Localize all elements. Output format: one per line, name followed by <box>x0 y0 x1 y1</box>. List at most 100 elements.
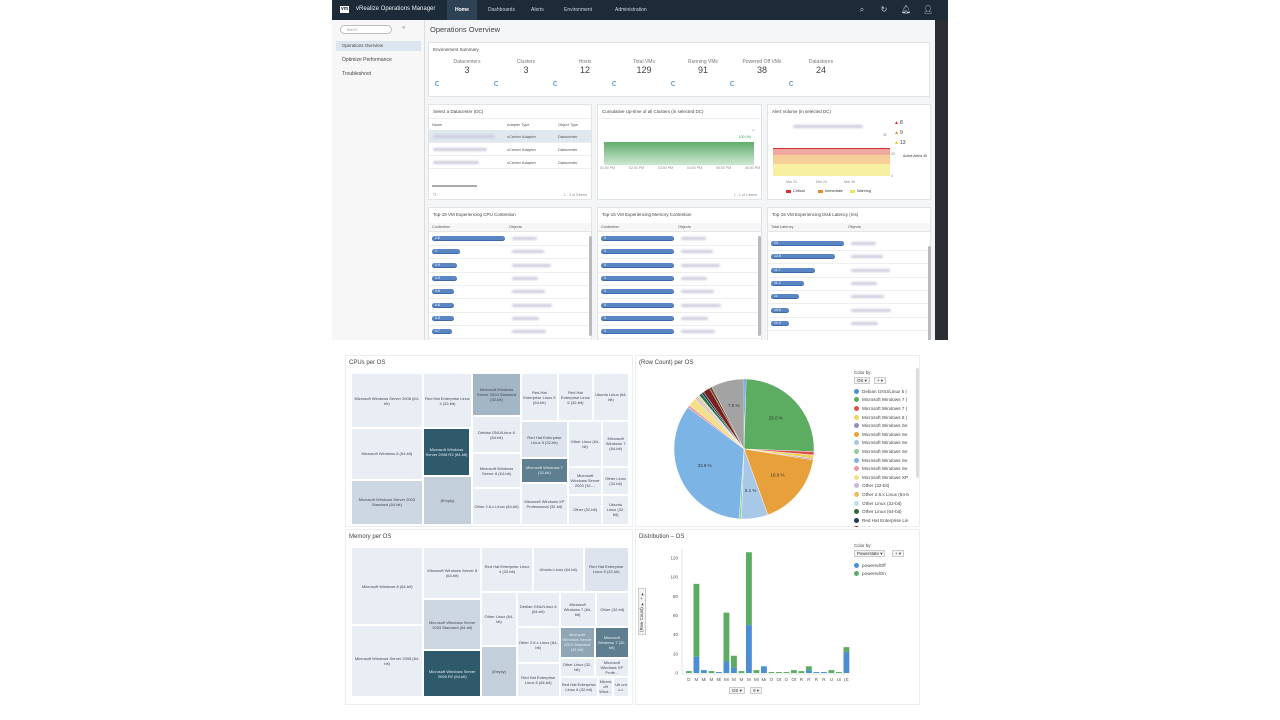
table-row[interactable]: vCenter Adapter Datacenter <box>429 143 591 156</box>
bar-poweredOn[interactable] <box>836 672 842 673</box>
back-select[interactable]: BACK <box>340 25 392 34</box>
bar-poweredOn[interactable] <box>731 655 737 668</box>
legend-item[interactable]: Microsoft Windows Se <box>854 464 914 473</box>
pie-slice[interactable] <box>711 378 745 450</box>
bar-poweredOn[interactable] <box>843 647 850 652</box>
table-row[interactable]: 11.2 <box>768 278 930 291</box>
sidebar-item-optimize-performance[interactable]: Optimize Performance <box>342 57 392 63</box>
bar-poweredOff[interactable] <box>813 672 820 673</box>
sidebar-item-troubleshoot[interactable]: Troubleshoot <box>342 71 371 77</box>
table-row[interactable]: 13 <box>768 238 930 251</box>
treemap-cell[interactable]: Microsoft Windows 7 (32-bit) <box>594 626 629 658</box>
table-row[interactable]: 0.8 <box>429 313 591 326</box>
table-row[interactable]: 0 <box>598 300 761 313</box>
legend-item[interactable]: Microsoft Windows Se <box>854 456 914 465</box>
collapse-sidebar-icon[interactable]: « <box>402 25 406 31</box>
legend-item[interactable]: Microsoft Windows Se <box>854 439 914 448</box>
alert-count[interactable]: ▲ 13 <box>894 140 906 146</box>
column-header[interactable]: Contention <box>601 225 620 229</box>
x-axis-select[interactable]: OS ▾ <box>729 687 745 694</box>
treemap-cell[interactable]: Red Hat Enterprise Linux 5 (32-bit) <box>520 421 568 459</box>
treemap-cell[interactable]: Microsoft Windows 7 (64-bit) <box>602 421 629 467</box>
treemap-cell[interactable]: Other Linux (64-bit) <box>567 421 603 467</box>
bar-poweredOn[interactable] <box>738 671 745 673</box>
legend-item[interactable]: Other Linux (64-bit) <box>854 507 914 516</box>
bar-poweredOn[interactable] <box>693 583 700 657</box>
legend-item[interactable]: Other 2.6.x Linux (64-b <box>854 490 914 499</box>
bar-poweredOff[interactable] <box>806 670 812 673</box>
vertical-scrollbar[interactable] <box>758 236 761 336</box>
chart-menu-icon[interactable]: ▭ <box>751 128 755 132</box>
table-row[interactable]: 0 <box>598 286 761 300</box>
vertical-scrollbar[interactable] <box>928 246 931 340</box>
vertical-scrollbar[interactable] <box>589 236 592 336</box>
bar-poweredOn[interactable] <box>686 671 692 673</box>
treemap-cell[interactable]: Ub unt u L <box>612 676 629 697</box>
bar-poweredOn[interactable] <box>723 612 730 662</box>
legend-item[interactable]: Other Linux (32-bit) <box>854 499 914 508</box>
stat-running-vms[interactable]: Running VMs 91 <box>673 59 733 75</box>
bar-poweredOn[interactable] <box>746 552 752 626</box>
table-row[interactable]: 0.8 <box>429 286 591 300</box>
nav-environment[interactable]: Environment <box>564 7 593 13</box>
treemap-cell[interactable]: Red Hat Enterprise Linux 4 (32-bit) <box>481 547 533 592</box>
stat-datastores[interactable]: Datastores 24 <box>791 59 851 75</box>
bar-poweredOff[interactable] <box>693 656 700 673</box>
legend-item[interactable]: Debian GNU/Linux 5 ( <box>854 387 914 396</box>
stat-hosts[interactable]: Hosts 12 <box>555 59 615 75</box>
treemap-cell[interactable]: Red Hat Enterprise Linux 6 (64-bit) <box>516 662 560 697</box>
treemap-cell[interactable]: Microsoft Windows Server 2008 R2 (64-bit… <box>423 650 482 697</box>
nav-alerts[interactable]: Alerts <box>531 7 544 13</box>
table-row[interactable]: 0 <box>598 246 761 260</box>
bar-poweredOn[interactable] <box>753 670 760 673</box>
color-by-select[interactable]: OS ▾ <box>854 377 870 384</box>
bar-poweredOn[interactable] <box>806 666 812 671</box>
treemap-cell[interactable]: Ubuntu Linux (64-bit) <box>592 373 629 422</box>
legend-item[interactable]: Microsoft Windows Se <box>854 430 914 439</box>
stat-total-vms[interactable]: Total VMs 129 <box>614 59 674 75</box>
table-row[interactable]: 0 <box>598 326 761 340</box>
treemap-cell[interactable]: Red Hat Enterprise Linux 5 (64-bit) <box>520 373 558 422</box>
legend-item[interactable]: poweredOn <box>854 569 886 577</box>
legend-item[interactable]: Microsoft Windows Se <box>854 421 914 430</box>
bar-poweredOff[interactable] <box>731 667 737 673</box>
legend-item[interactable]: Microsoft Windows 8 ( <box>854 413 914 422</box>
bar-poweredOn[interactable] <box>783 672 790 673</box>
column-header-adapter[interactable]: Adapter Type <box>507 123 530 127</box>
horizontal-scrollbar[interactable] <box>432 185 477 187</box>
treemap-cell[interactable]: Ubuntu Linux (32-bit) <box>602 494 629 525</box>
table-row[interactable]: 0.8 <box>429 300 591 313</box>
treemap-cell[interactable]: Micros oft Wind... <box>597 676 613 697</box>
bar-poweredOff[interactable] <box>821 672 827 673</box>
nav-dashboards[interactable]: Dashboards <box>488 7 515 13</box>
column-header[interactable]: Objects <box>848 225 861 229</box>
legend-item[interactable]: Microsoft Windows Se <box>854 447 914 456</box>
column-header-name[interactable]: Name <box>432 123 443 127</box>
treemap-cell[interactable]: Other 2.6.x Linux (64-bit) <box>472 488 521 525</box>
bar-poweredOff[interactable] <box>843 651 850 673</box>
table-row[interactable]: 0.7 <box>429 326 591 340</box>
pie-slice[interactable] <box>673 407 745 520</box>
user-icon[interactable]: 👤︎ <box>923 5 934 14</box>
stat-clusters[interactable]: Clusters 3 <box>496 59 556 75</box>
treemap-cell[interactable]: Other (32-bit) <box>567 494 603 525</box>
color-by-extra-select[interactable]: + ▾ <box>874 377 886 384</box>
pie-slice[interactable] <box>743 378 815 452</box>
bar-poweredOff[interactable] <box>723 661 730 674</box>
stat-powered-off-vms[interactable]: Powered Off VMs 38 <box>732 59 792 75</box>
column-header-object-type[interactable]: Object Type <box>558 123 579 127</box>
legend-item[interactable]: Microsoft Windows 7 ( <box>854 404 914 413</box>
column-header[interactable]: Contention <box>432 225 451 229</box>
column-header[interactable]: Objects <box>509 225 522 229</box>
search-icon[interactable]: ⌕ <box>859 5 865 14</box>
table-row[interactable]: 10.5 <box>768 305 930 318</box>
bar-poweredOff[interactable] <box>701 670 707 673</box>
treemap-cell[interactable]: Microsoft Windows XP Profe... <box>594 657 629 677</box>
refresh-icon[interactable]: ↻ <box>880 5 888 14</box>
treemap-cell[interactable]: Microsoft Windows Server 2003 Standard (… <box>472 373 521 417</box>
treemap-cell[interactable]: Debian GNU/Linux 6 (64-bit) <box>516 591 560 627</box>
legend-item[interactable]: Microsoft Windows 7 ( <box>854 396 914 405</box>
column-header[interactable]: Total Latency <box>771 225 794 229</box>
treemap-cell[interactable]: Microsoft Windows XP Professional (32-bi… <box>520 482 568 525</box>
treemap-cell[interactable]: (Empty) <box>481 646 517 697</box>
